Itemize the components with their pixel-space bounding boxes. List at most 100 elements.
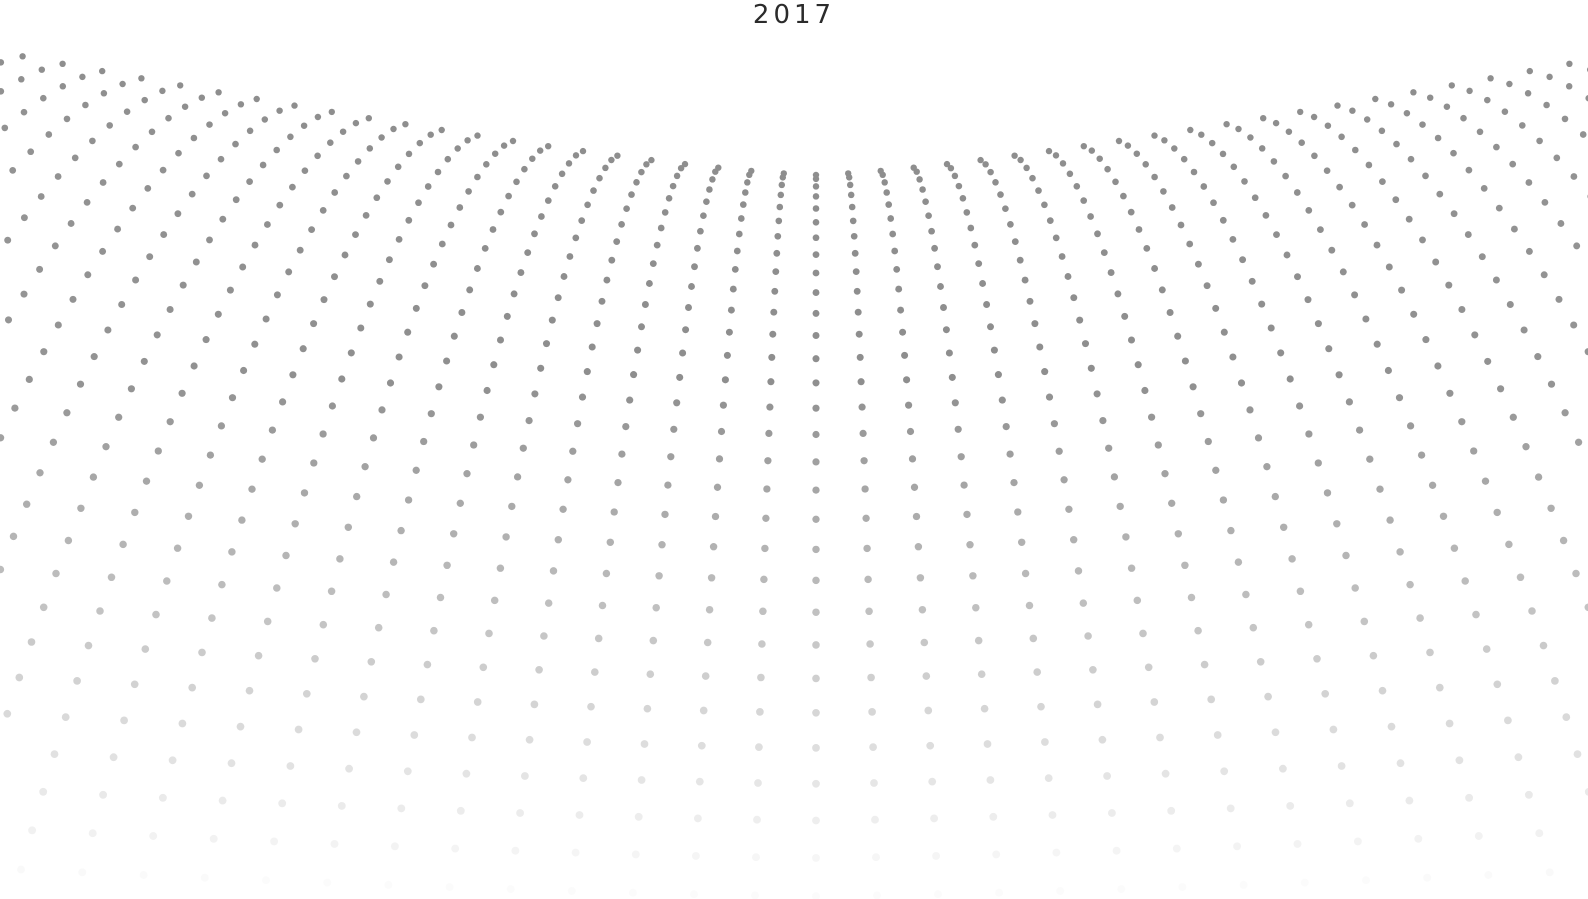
- wave-dot: [1187, 593, 1196, 602]
- wave-dot: [1076, 316, 1084, 324]
- wave-dot: [11, 404, 19, 412]
- wave-dot: [263, 617, 272, 626]
- wave-dot: [1360, 617, 1369, 626]
- wave-dot: [569, 447, 577, 455]
- wave-dot: [1151, 265, 1159, 272]
- wave-dot: [1448, 82, 1456, 89]
- wave-dot: [908, 455, 917, 463]
- wave-dot: [279, 398, 287, 406]
- wave-dot: [867, 673, 875, 682]
- wave-dot: [209, 834, 218, 843]
- wave-dot: [366, 145, 374, 152]
- wave-dot: [268, 426, 277, 434]
- wave-dot: [773, 249, 781, 257]
- wave-dot: [579, 147, 587, 155]
- wave-dot: [206, 236, 213, 244]
- wave-dot: [658, 540, 666, 549]
- wave-dot: [574, 420, 582, 428]
- wave-dot: [709, 176, 716, 183]
- wave-dot: [848, 203, 856, 211]
- wave-dot: [1177, 221, 1185, 229]
- wave-dot: [713, 483, 722, 491]
- wave-dot: [531, 390, 539, 398]
- wave-dot: [715, 455, 724, 463]
- wave-dot: [558, 170, 566, 178]
- wave-dot: [327, 139, 334, 146]
- wave-dot: [1272, 119, 1280, 127]
- wave-dot: [1501, 108, 1509, 115]
- wave-dot: [1298, 139, 1305, 146]
- wave-dot: [1069, 535, 1078, 544]
- wave-dot: [1559, 536, 1568, 545]
- wave-dot: [483, 386, 491, 395]
- wave-dot: [517, 269, 525, 277]
- wave-dot: [1426, 94, 1434, 101]
- wave-dot: [119, 80, 126, 88]
- wave-dot: [160, 231, 168, 239]
- wave-dot: [1134, 361, 1142, 369]
- wave-dot: [38, 66, 46, 73]
- wave-dot: [1345, 398, 1353, 406]
- wave-dot: [766, 403, 774, 411]
- wave-dot: [1534, 473, 1543, 481]
- wave-dot: [1297, 108, 1304, 116]
- wave-dot: [1044, 774, 1053, 782]
- wave-dot: [1535, 829, 1544, 838]
- wave-dot: [468, 733, 476, 742]
- wave-dot: [132, 276, 140, 284]
- wave-dot: [812, 486, 820, 494]
- wave-dot: [613, 238, 621, 245]
- wave-dot: [208, 614, 216, 622]
- wave-dot: [1534, 353, 1542, 361]
- wave-dot: [96, 607, 104, 615]
- wave-dot: [1547, 504, 1555, 513]
- wave-dot: [510, 290, 518, 298]
- wave-dot: [456, 499, 464, 507]
- wave-dot: [273, 146, 281, 154]
- wave-dot: [4, 316, 13, 324]
- wave-dot: [394, 163, 402, 171]
- wave-dot: [181, 103, 189, 110]
- wave-dot: [1419, 236, 1426, 244]
- wave-dot: [583, 738, 591, 746]
- wave-dot: [765, 429, 773, 437]
- wave-dot: [763, 485, 771, 493]
- wave-dot: [54, 173, 62, 180]
- wave-dot: [860, 457, 868, 465]
- wave-dot: [120, 716, 128, 725]
- wave-dot: [1041, 368, 1049, 376]
- wave-dot: [590, 187, 597, 194]
- wave-dot: [1296, 587, 1305, 596]
- wave-dot: [1329, 725, 1338, 734]
- wave-dot: [1194, 626, 1202, 635]
- wave-dot: [178, 719, 187, 728]
- wave-dot: [608, 156, 615, 164]
- wave-dot: [760, 575, 768, 584]
- wave-dot: [879, 171, 886, 179]
- wave-dot: [751, 891, 759, 899]
- wave-dot: [39, 603, 48, 612]
- wave-dot: [1088, 147, 1096, 154]
- wave-dot: [1142, 161, 1149, 168]
- wave-dot: [1115, 137, 1123, 145]
- wave-dot: [1579, 131, 1587, 138]
- wave-dot: [1058, 253, 1066, 260]
- wave-dot: [1283, 251, 1291, 259]
- wave-dot: [71, 154, 79, 162]
- wave-dot: [1270, 158, 1278, 165]
- wave-dot: [345, 764, 353, 773]
- wave-dot: [310, 320, 318, 328]
- wave-dot: [951, 399, 959, 407]
- wave-dot: [251, 340, 259, 348]
- wave-dot: [1070, 294, 1078, 302]
- wave-dot: [1099, 417, 1107, 425]
- wave-dot: [1087, 213, 1094, 220]
- wave-dot: [812, 744, 820, 752]
- wave-dot: [1497, 385, 1505, 393]
- wave-dot: [232, 140, 239, 148]
- wave-dot: [1434, 134, 1442, 142]
- wave-dot: [982, 161, 989, 168]
- wave-dot: [537, 364, 545, 372]
- wave-dot: [154, 447, 162, 455]
- wave-dot: [138, 75, 145, 82]
